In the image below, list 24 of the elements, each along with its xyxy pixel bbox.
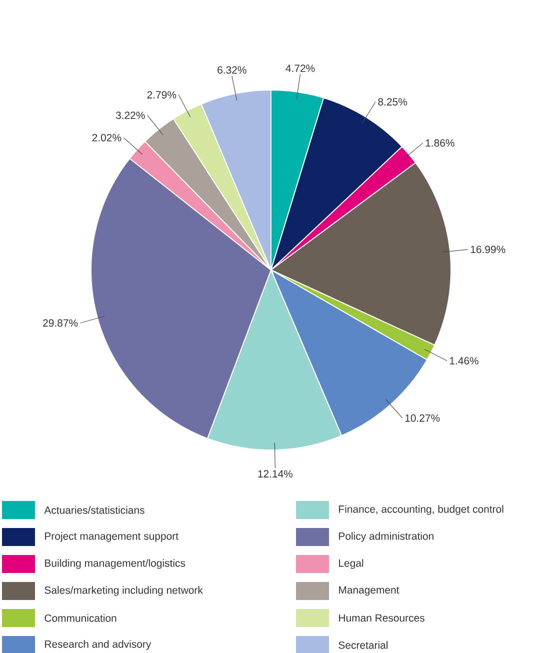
legend-label: Legal	[339, 559, 364, 569]
legend-label: Research and advisory	[45, 640, 152, 650]
data-label: 10.27%	[405, 414, 440, 422]
data-label: 29.87%	[43, 319, 78, 327]
data-label: 3.22%	[116, 112, 145, 120]
legend-label: Policy administration	[339, 532, 434, 542]
legend-label: Sales/marketing including network	[44, 586, 203, 596]
data-label: 12.14%	[258, 470, 293, 478]
legend-label: Project management support	[45, 532, 178, 542]
legend-label: Secretarial	[338, 641, 388, 649]
data-label: 1.46%	[450, 357, 478, 364]
data-label: 16.99%	[470, 246, 506, 254]
legend-label: Actuaries/statisticians	[44, 506, 144, 514]
legend-label: Finance, accounting, budget control	[339, 505, 504, 515]
data-label: 2.02%	[92, 134, 122, 142]
legend-label: Management	[339, 586, 400, 596]
data-label: 2.79%	[147, 91, 176, 99]
legend-label: Communication	[44, 614, 116, 622]
data-label: 8.25%	[378, 98, 408, 106]
legend-label: Human Resources	[339, 614, 424, 622]
legend-label: Building management/logistics	[45, 559, 186, 569]
data-label: 1.86%	[426, 139, 454, 147]
data-label: 6.32%	[218, 66, 246, 74]
data-label: 4.72%	[286, 64, 315, 72]
